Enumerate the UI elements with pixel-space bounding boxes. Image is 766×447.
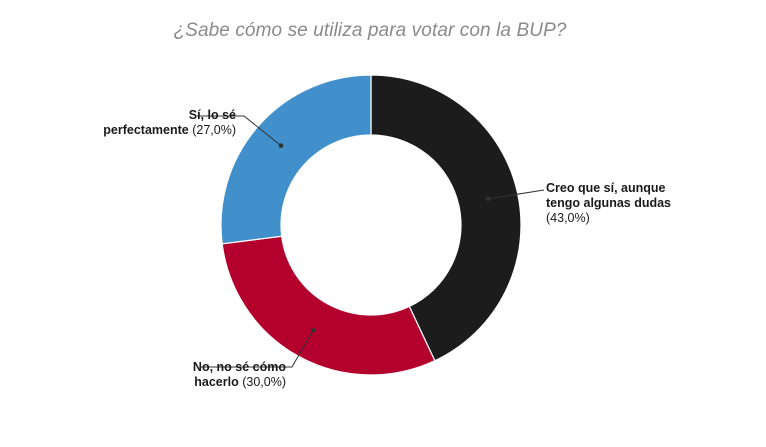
donut-slice [220, 74, 372, 245]
slice-label-si-lo-se: Sí, lo sé perfectamente (27,0%) [40, 108, 236, 138]
slice-label-line1: Sí, lo sé [188, 108, 236, 122]
slice-label-line1: No, no sé cómo [192, 360, 286, 374]
slice-label-line1: Creo que sí, aunque [546, 181, 666, 195]
leader-line [197, 115, 282, 147]
slice-percent: (27,0%) [192, 123, 236, 137]
donut-slice [221, 235, 436, 376]
leader-line [488, 189, 545, 200]
leader-dot [310, 327, 316, 333]
slice-label-creo-que-si: Creo que sí, aunque tengo algunas dudas … [546, 181, 671, 226]
slice-label-no-se: No, no sé cómo hacerlo (30,0%) [98, 360, 286, 390]
leader-line [200, 329, 314, 368]
slice-percent: (30,0%) [242, 375, 286, 389]
donut-slice [370, 74, 522, 362]
slice-percent: (43,0%) [546, 211, 590, 225]
slice-label-line2: hacerlo [194, 375, 239, 389]
chart-title: ¿Sabe cómo se utiliza para votar con la … [173, 20, 567, 41]
slice-label-line2: perfectamente [103, 123, 189, 137]
slice-label-line2: tengo algunas dudas [546, 196, 672, 210]
